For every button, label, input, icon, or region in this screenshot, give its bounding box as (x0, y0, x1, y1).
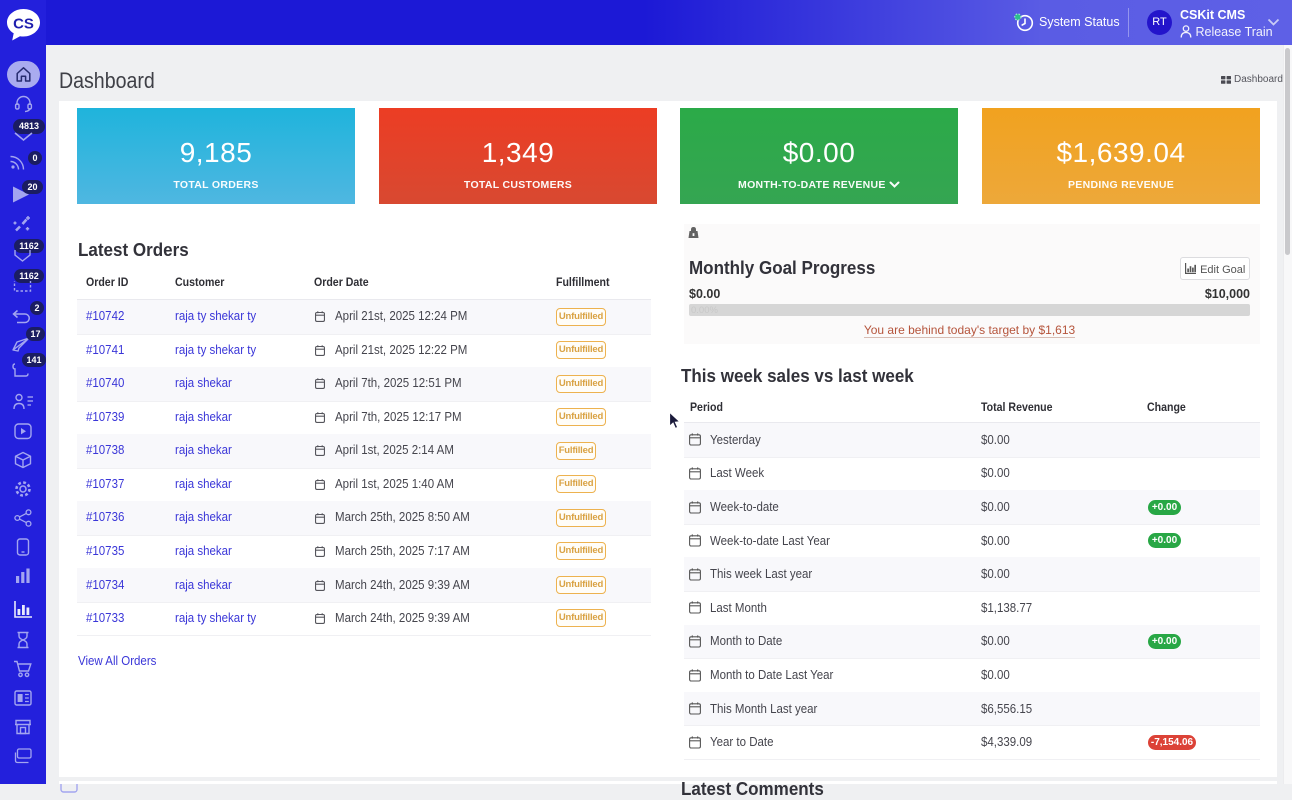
svg-text:CS: CS (13, 16, 34, 33)
